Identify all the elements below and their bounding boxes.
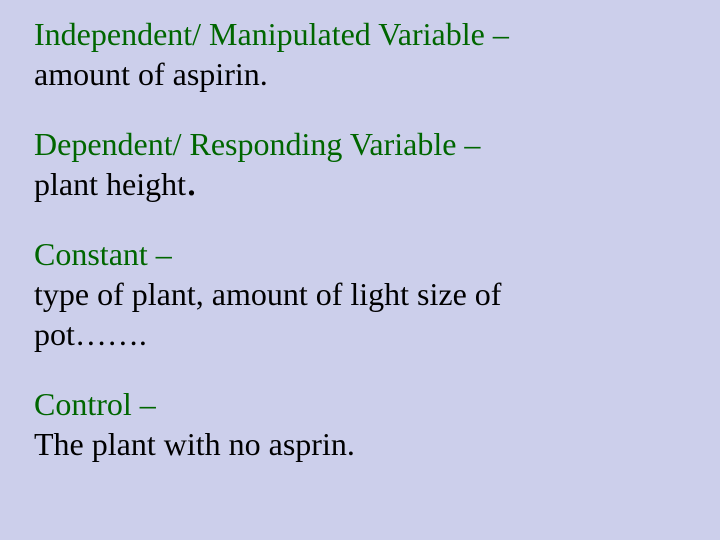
heading-constant: Constant – bbox=[34, 234, 692, 274]
section-constant: Constant – type of plant, amount of ligh… bbox=[34, 234, 692, 354]
section-dependent: Dependent/ Responding Variable – plant h… bbox=[34, 124, 692, 204]
heading-independent: Independent/ Manipulated Variable – bbox=[34, 14, 692, 54]
section-independent: Independent/ Manipulated Variable – amou… bbox=[34, 14, 692, 94]
body-dependent: plant height. bbox=[34, 164, 692, 204]
body-constant-line2: pot……. bbox=[34, 314, 692, 354]
body-control: The plant with no asprin. bbox=[34, 424, 692, 464]
body-constant-line1: type of plant, amount of light size of bbox=[34, 274, 692, 314]
body-dependent-dot: . bbox=[186, 156, 197, 205]
body-dependent-prefix: plant height bbox=[34, 166, 186, 202]
section-control: Control – The plant with no asprin. bbox=[34, 384, 692, 464]
heading-dependent: Dependent/ Responding Variable – bbox=[34, 124, 692, 164]
heading-control: Control – bbox=[34, 384, 692, 424]
body-independent: amount of aspirin. bbox=[34, 54, 692, 94]
